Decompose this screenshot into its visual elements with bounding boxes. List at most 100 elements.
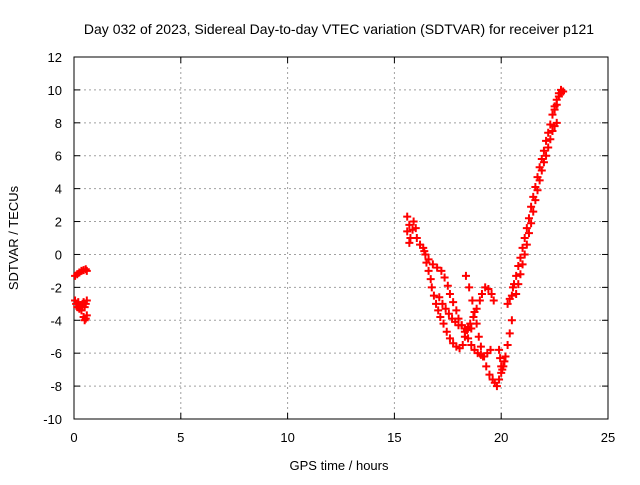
data-point — [82, 311, 91, 320]
data-point — [489, 296, 498, 305]
data-point — [542, 151, 551, 160]
x-axis-label: GPS time / hours — [290, 458, 389, 473]
x-tick-label: 10 — [280, 430, 294, 445]
data-point — [424, 255, 433, 264]
y-tick-label: 10 — [48, 83, 62, 98]
data-point — [518, 260, 527, 269]
data-point — [507, 291, 516, 300]
data-point — [435, 293, 444, 302]
data-point — [495, 345, 504, 354]
data-point — [522, 224, 531, 233]
data-point — [507, 316, 516, 325]
y-tick-label: 6 — [55, 149, 62, 164]
data-point — [81, 265, 90, 274]
data-point — [520, 250, 529, 259]
data-point — [514, 280, 523, 289]
data-point — [542, 136, 551, 145]
data-point — [461, 271, 470, 280]
x-tick-label: 5 — [177, 430, 184, 445]
y-tick-label: -4 — [50, 313, 62, 328]
data-point — [437, 266, 446, 275]
x-tick-label: 25 — [601, 430, 615, 445]
data-point — [405, 220, 414, 229]
data-point — [529, 207, 538, 216]
data-point — [80, 316, 89, 325]
data-point — [524, 214, 533, 223]
data-point — [531, 196, 540, 205]
data-point — [411, 224, 420, 233]
data-point — [429, 291, 438, 300]
x-tick-label: 0 — [70, 430, 77, 445]
data-point — [552, 100, 561, 109]
data-point — [445, 334, 454, 343]
data-point — [557, 89, 566, 98]
y-tick-label: 4 — [55, 182, 62, 197]
plot-frame — [73, 56, 609, 420]
y-tick-label: -10 — [43, 412, 62, 427]
x-tick-label: 20 — [494, 430, 508, 445]
data-point — [403, 212, 412, 221]
data-point — [482, 362, 491, 371]
data-point — [552, 118, 561, 127]
data-point — [476, 342, 485, 351]
data-point — [452, 306, 461, 315]
data-point — [496, 354, 505, 363]
data-point — [477, 289, 486, 298]
data-point — [546, 135, 555, 144]
data-point — [436, 312, 445, 321]
y-tick-label: 0 — [55, 247, 62, 262]
data-point — [403, 227, 412, 236]
data-point — [485, 370, 494, 379]
data-point — [516, 253, 525, 262]
data-point — [512, 271, 521, 280]
data-point — [539, 146, 548, 155]
data-point — [412, 234, 421, 242]
data-point — [474, 332, 483, 341]
data-point — [539, 158, 548, 167]
data-point — [468, 296, 477, 305]
data-point — [500, 357, 509, 366]
y-axis-label: SDTVAR / TECUs — [6, 185, 21, 290]
data-point — [433, 263, 442, 272]
data-point — [479, 352, 488, 361]
data-point — [535, 176, 544, 185]
y-tick-label: 12 — [48, 50, 62, 65]
data-point — [503, 299, 512, 308]
data-point — [428, 260, 437, 269]
data-point — [548, 110, 557, 119]
data-point — [438, 299, 447, 308]
data-point — [495, 375, 504, 384]
data-point — [427, 283, 436, 292]
data-point — [409, 217, 418, 226]
data-point — [472, 319, 481, 328]
data-point — [522, 240, 531, 249]
data-point — [442, 327, 451, 336]
data-point — [487, 289, 496, 298]
data-points — [71, 85, 568, 391]
data-point — [434, 306, 443, 315]
data-point — [445, 289, 454, 298]
data-point — [548, 127, 557, 136]
data-point — [512, 289, 521, 298]
x-axis-ticks: 0 5 10 15 20 25 — [70, 57, 615, 445]
y-tick-label: -8 — [50, 379, 62, 394]
data-point — [524, 229, 533, 238]
data-point — [470, 308, 479, 317]
data-point — [458, 340, 467, 349]
data-point — [441, 304, 450, 313]
data-point — [505, 329, 514, 338]
data-point — [533, 186, 542, 195]
data-point — [516, 270, 525, 279]
data-point — [550, 105, 559, 114]
data-point — [537, 166, 546, 175]
data-point — [501, 352, 510, 361]
data-point — [546, 120, 555, 129]
data-point — [405, 238, 414, 247]
data-point — [426, 275, 435, 284]
data-point — [82, 296, 91, 305]
data-point — [420, 247, 429, 256]
x-tick-label: 15 — [387, 430, 401, 445]
data-point — [443, 281, 452, 290]
data-point — [82, 266, 91, 275]
chart-title: Day 032 of 2023, Sidereal Day-to-day VTE… — [84, 21, 594, 37]
